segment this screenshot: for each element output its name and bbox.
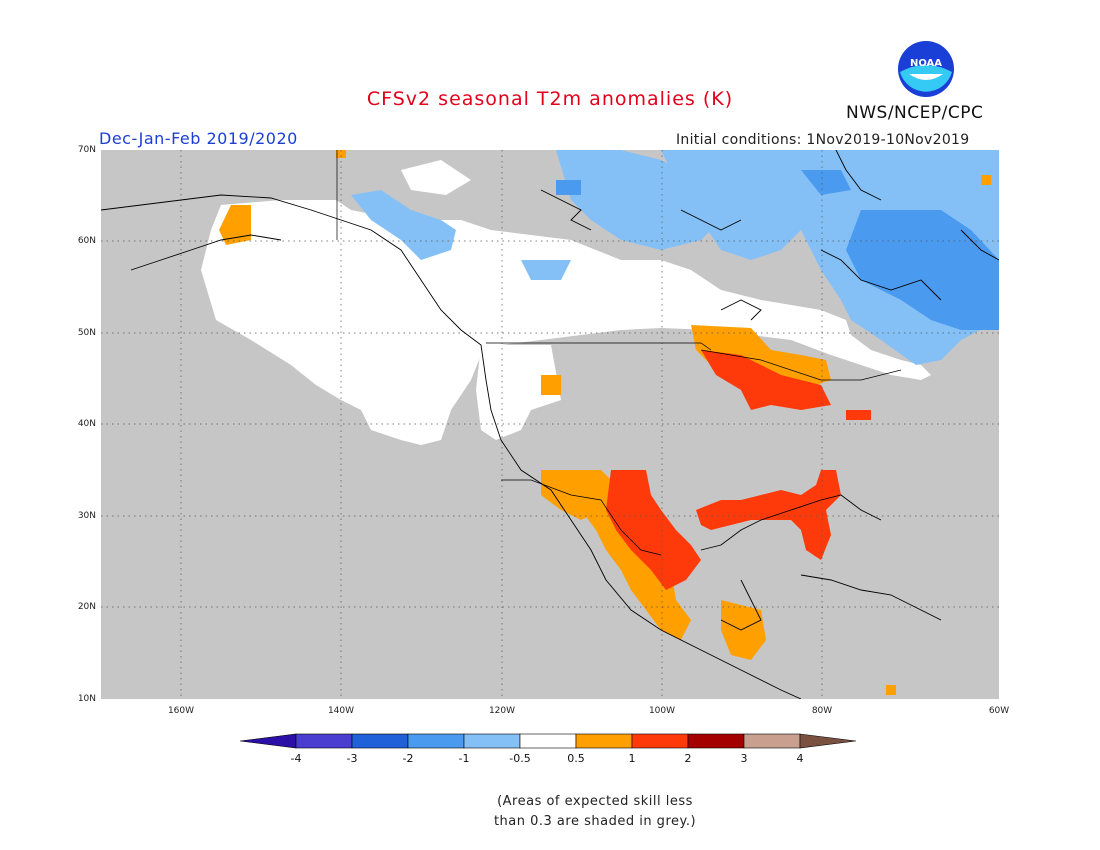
below-normal-medium <box>556 170 999 330</box>
colorbar-tick-label: -0.5 <box>509 752 530 765</box>
coastlines <box>101 150 999 699</box>
map-title: CFSv2 seasonal T2m anomalies (K) <box>366 88 734 110</box>
political-borders <box>336 150 902 556</box>
colorbar-tick-label: 1 <box>629 752 636 765</box>
colorbar-tick-label: -4 <box>291 752 302 765</box>
lat-label-20n: 20N <box>77 602 96 612</box>
lat-label-10n: 10N <box>77 694 96 704</box>
colorbar-tick-label: 3 <box>741 752 748 765</box>
near-normal-regions <box>201 160 931 445</box>
lon-label-120w: 120W <box>488 706 516 716</box>
colorbar-segment-3 <box>407 733 465 749</box>
colorbar-segment-1 <box>295 733 353 749</box>
agency-label: NWS/NCEP/CPC <box>846 103 984 123</box>
colorbar-segment-6 <box>575 733 633 749</box>
colorbar-segment-2 <box>351 733 409 749</box>
colorbar-segment-7 <box>631 733 689 749</box>
colorbar-tick-label: -1 <box>459 752 470 765</box>
lon-label-100w: 100W <box>648 706 676 716</box>
colorbar-segment-8 <box>687 733 745 749</box>
lon-label-60w: 60W <box>988 706 1010 716</box>
initial-conditions-label: Initial conditions: 1Nov2019-10Nov2019 <box>676 132 970 148</box>
lat-label-50n: 50N <box>77 328 96 338</box>
footnote-line-1: (Areas of expected skill less <box>497 794 693 809</box>
lon-label-140w: 140W <box>327 706 355 716</box>
anomaly-map <box>101 150 999 699</box>
colorbar-segment-4 <box>463 733 521 749</box>
lon-label-160w: 160W <box>167 706 195 716</box>
lat-label-30n: 30N <box>77 511 96 521</box>
colorbar-segment-0 <box>240 733 297 749</box>
lat-label-40n: 40N <box>77 419 96 429</box>
colorbar-tick-label: 4 <box>797 752 804 765</box>
season-label: Dec-Jan-Feb 2019/2020 <box>99 129 298 148</box>
colorbar-segment-9 <box>743 733 801 749</box>
lat-label-70n: 70N <box>77 145 96 155</box>
colorbar-tick-label: 0.5 <box>567 752 585 765</box>
colorbar-tick-label: -2 <box>403 752 414 765</box>
skill-footnote: (Areas of expected skill less than 0.3 a… <box>440 792 750 832</box>
graticule <box>101 150 999 699</box>
lon-label-80w: 80W <box>811 706 833 716</box>
colorbar-segment-5 <box>519 733 577 749</box>
colorbar: -4 -3 -2 -1 -0.5 0.5 1 2 3 4 <box>240 733 857 765</box>
footnote-line-2: than 0.3 are shaded in grey.) <box>493 814 697 829</box>
noaa-logo: NOAA <box>898 41 954 97</box>
above-normal-red <box>606 350 871 590</box>
colorbar-tick-label: 2 <box>685 752 692 765</box>
logo-text: NOAA <box>910 58 942 69</box>
colorbar-segment-10 <box>799 733 857 749</box>
lat-label-60n: 60N <box>77 236 96 246</box>
colorbar-tick-label: -3 <box>347 752 358 765</box>
